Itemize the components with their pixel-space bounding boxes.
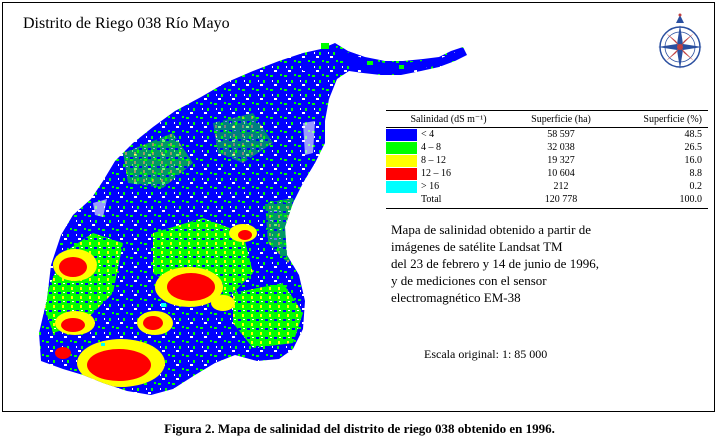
legend-header-area-ha: Superficie (ha) xyxy=(531,113,591,125)
legend-total-row: Total 120 778 100.0 xyxy=(386,193,708,206)
legend-header-salinity: Salinidad (dS m⁻¹) xyxy=(410,113,487,125)
legend-pct: 0.2 xyxy=(689,181,703,192)
legend-label: 12 – 16 xyxy=(421,168,451,179)
legend-swatch xyxy=(386,128,417,141)
legend-pct: 26.5 xyxy=(684,142,703,153)
legend-swatch xyxy=(386,141,417,154)
legend-label: > 16 xyxy=(421,181,440,192)
description-line: imágenes de satélite Landsat TM xyxy=(391,239,563,254)
map-scale: Escala original: 1: 85 000 xyxy=(424,347,548,361)
legend-area: 10 604 xyxy=(547,168,575,179)
legend-row: > 16 212 0.2 xyxy=(386,180,708,193)
legend-area: 58 597 xyxy=(547,129,575,140)
legend-swatch xyxy=(386,154,417,167)
legend-label: 8 – 12 xyxy=(421,155,446,166)
description-line: y de mediciones con el sensor xyxy=(391,273,547,288)
legend-swatch xyxy=(386,167,417,180)
legend-label: 4 – 8 xyxy=(421,142,441,153)
figure-caption: Figura 2. Mapa de salinidad del distrito… xyxy=(164,421,555,436)
salinity-map xyxy=(39,43,467,395)
compass-rose-icon xyxy=(658,13,702,69)
map-title: Distrito de Riego 038 Río Mayo xyxy=(23,15,230,32)
salinity-legend: Salinidad (dS m⁻¹) Superficie (ha) Super… xyxy=(386,110,708,209)
legend-row: < 4 58 597 48.5 xyxy=(386,128,708,141)
legend-pct: 8.8 xyxy=(689,168,703,179)
legend-area: 19 327 xyxy=(547,155,575,166)
legend-swatch xyxy=(386,180,417,193)
river-arm xyxy=(337,47,465,73)
legend-area: 212 xyxy=(553,181,569,192)
description-line: Mapa de salinidad obtenido a partir de xyxy=(391,222,591,237)
legend-row: 8 – 12 19 327 16.0 xyxy=(386,154,708,167)
legend-total-pct: 100.0 xyxy=(679,194,703,205)
legend-total-label: Total xyxy=(421,194,442,205)
legend-label: < 4 xyxy=(421,129,435,140)
figure-frame: Distrito de Riego 038 Río Mayo Salinidad… xyxy=(2,2,715,412)
legend-row: 4 – 8 32 038 26.5 xyxy=(386,141,708,154)
legend-area: 32 038 xyxy=(547,142,575,153)
description-line: electromagnético EM-38 xyxy=(391,290,521,305)
legend-total-area: 120 778 xyxy=(544,194,578,205)
legend-pct: 16.0 xyxy=(684,155,703,166)
legend-header-area-pct: Superficie (%) xyxy=(643,113,702,125)
legend-pct: 48.5 xyxy=(684,129,703,140)
legend-row: 12 – 16 10 604 8.8 xyxy=(386,167,708,180)
description-line: del 23 de febrero y 14 de junio de 1996, xyxy=(391,256,599,271)
map-description: Mapa de salinidad obtenido a partir de i… xyxy=(391,221,691,306)
